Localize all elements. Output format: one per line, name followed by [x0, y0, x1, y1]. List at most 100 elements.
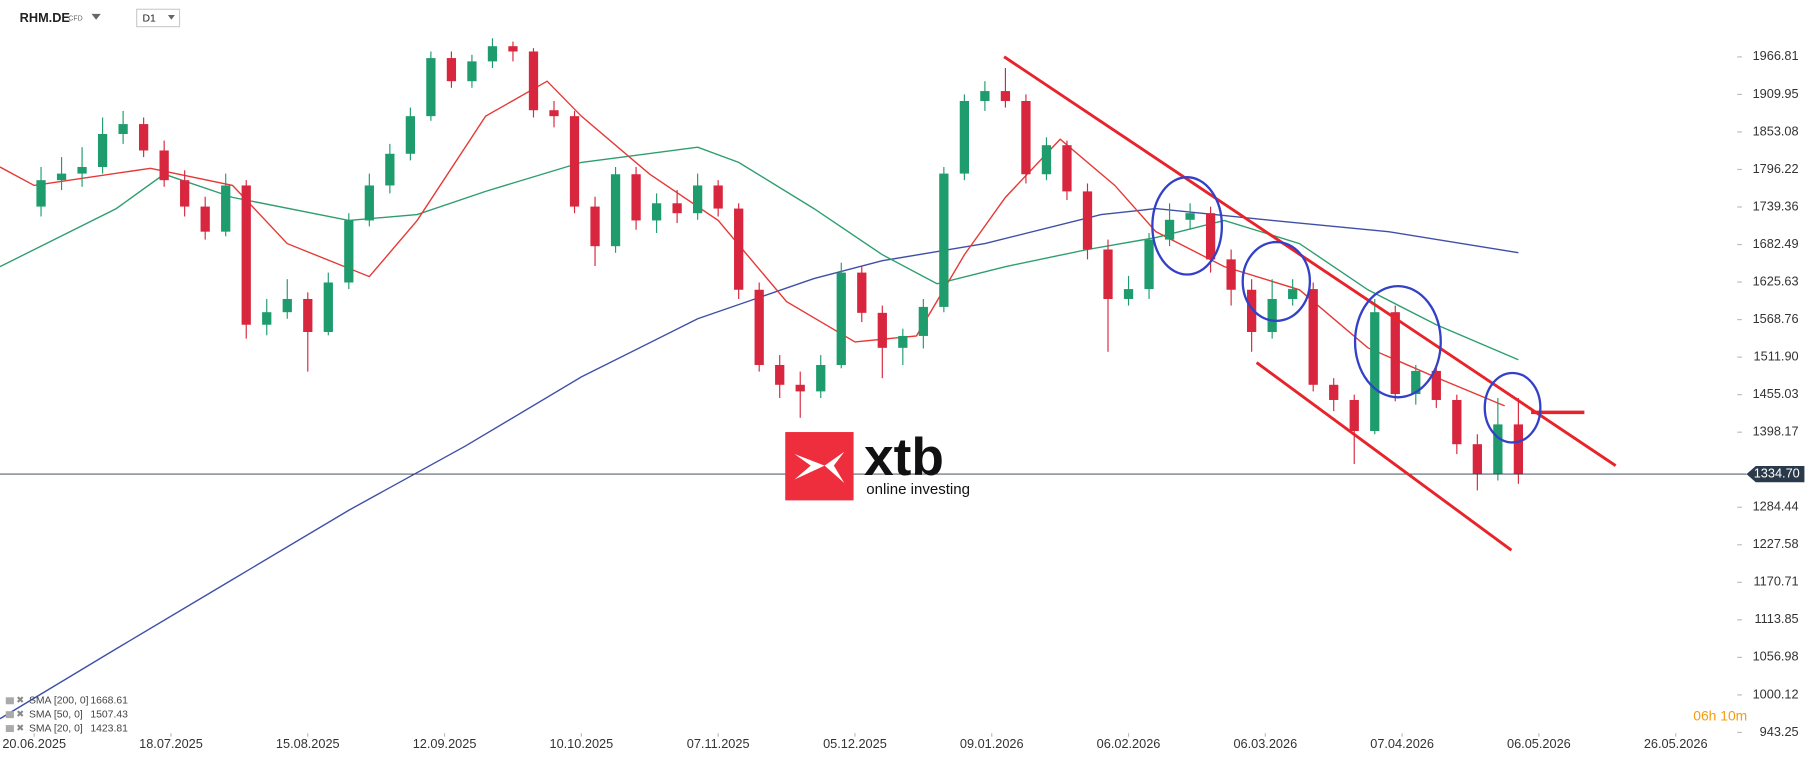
instrument-type[interactable]: CFD [68, 15, 82, 22]
highlight-circle [1483, 371, 1542, 444]
x-tick-label: 06.03.2026 [1233, 736, 1297, 751]
candle-body [795, 384, 805, 392]
candle-body [631, 174, 641, 221]
dropdown-arrow[interactable] [91, 13, 101, 20]
candle-body [1370, 312, 1380, 431]
candle-body [1082, 191, 1093, 250]
candle-body [118, 124, 128, 134]
candle-body [364, 185, 374, 221]
candle-body [734, 208, 744, 290]
candle-body [1123, 289, 1134, 299]
y-tick-label: 1796.22 [1753, 161, 1799, 176]
candle-body [405, 116, 416, 154]
y-tick-label: 1398.17 [1753, 424, 1799, 439]
y-tick-label: 1000.12 [1753, 686, 1799, 701]
y-tick-label: 1227.58 [1753, 536, 1799, 551]
candle-body [426, 58, 436, 117]
x-tick-label: 12.09.2025 [413, 736, 477, 751]
current-price-label: 1334.70 [1754, 465, 1800, 480]
candle-body [77, 166, 87, 174]
candle-body [1267, 298, 1277, 332]
candle-body [446, 58, 457, 82]
legend-value: 1423.81 [90, 723, 128, 734]
candle-body [138, 124, 149, 151]
y-tick-label: 1909.95 [1753, 86, 1799, 101]
timeframe-box[interactable] [136, 8, 181, 28]
y-tick-label: 1455.03 [1753, 386, 1799, 401]
candle-body [1021, 100, 1031, 175]
x-tick-label: 05.12.2025 [823, 736, 887, 751]
symbol: RHM.DE [20, 10, 70, 25]
logo-tagline: online investing [866, 481, 970, 498]
candle-body [1185, 213, 1195, 220]
candle-body [282, 298, 292, 313]
logo: xtb online investing [785, 428, 970, 501]
candle-body [939, 173, 949, 307]
y-tick-label: 1682.49 [1753, 236, 1799, 251]
candle-body [323, 282, 333, 332]
current-price-box [1746, 465, 1805, 483]
timeframe: D1 [142, 13, 156, 24]
candle-body [877, 312, 887, 348]
dropdown-arrow[interactable] [167, 15, 175, 20]
candle-body [467, 61, 477, 82]
candle-body [385, 153, 395, 186]
candle-body [672, 203, 682, 214]
sma-line [0, 207, 1519, 720]
candle-body [1308, 289, 1318, 385]
candle-body [200, 206, 210, 232]
candle-body [487, 46, 498, 62]
y-tick-label: 1625.63 [1753, 273, 1799, 288]
y-tick-label: 1739.36 [1753, 198, 1799, 213]
candle-body [1226, 259, 1236, 290]
x-tick-label: 18.07.2025 [139, 736, 203, 751]
candle-body [775, 364, 785, 385]
candle-body [1390, 312, 1400, 395]
annotations [1003, 55, 1617, 552]
candle-body [590, 206, 600, 247]
trend-line [1003, 55, 1617, 467]
candle-body [1062, 145, 1072, 192]
candle-body [262, 312, 272, 325]
highlight-circle [1151, 176, 1224, 276]
candle-body [241, 185, 251, 325]
y-tick-label: 1113.85 [1754, 611, 1798, 626]
candle-body [344, 220, 354, 283]
candle-body [1041, 145, 1052, 175]
candle-body [97, 133, 108, 167]
candle-body [816, 364, 826, 392]
candle-body [180, 180, 190, 207]
candle-body [1247, 289, 1257, 332]
candle-body [836, 272, 846, 365]
legend-icon [5, 725, 14, 733]
candle-body [1349, 399, 1359, 431]
y-tick-label: 1568.76 [1753, 311, 1799, 326]
highlight-circle [1353, 284, 1442, 399]
candle-body [980, 91, 990, 101]
candle-body [1205, 213, 1216, 260]
candle-body [898, 335, 908, 348]
legend-name: SMA [200, 0] [29, 696, 89, 707]
x-tick-label: 10.10.2025 [549, 736, 613, 751]
candle-body [713, 185, 723, 209]
x-tick-label: 09.01.2026 [960, 736, 1024, 751]
candle-body [303, 298, 313, 332]
x-tick-label: 06.05.2026 [1507, 736, 1571, 751]
candle-body [1103, 249, 1113, 299]
x-tick-label: 06.02.2026 [1097, 736, 1161, 751]
candle-body [1164, 219, 1175, 240]
candle-body [1411, 370, 1421, 395]
candle-body [1513, 424, 1524, 475]
y-tick-label: 1170.71 [1754, 574, 1799, 589]
logo-brand: xtb [864, 428, 944, 487]
legend-remove: ✖ [16, 709, 24, 719]
x-tick-label: 07.11.2025 [687, 736, 750, 751]
y-tick-label: 1966.81 [1753, 48, 1799, 63]
legend-value: 1507.43 [90, 709, 128, 720]
plot-area: 1966.81 1909.95 1853.08 1796.22 1739.36 1682.… [0, 38, 1805, 751]
candle-body [1431, 370, 1441, 400]
trend-line [1255, 361, 1513, 552]
header: RHM.DE CFD D1 [20, 8, 181, 28]
candle-body [1493, 424, 1503, 474]
